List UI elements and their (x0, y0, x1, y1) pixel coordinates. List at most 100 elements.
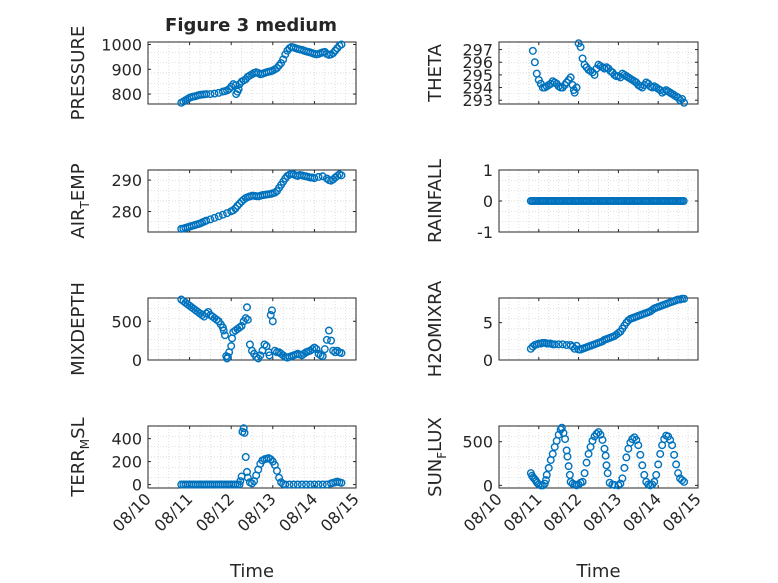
data-point (584, 449, 593, 458)
data-point (236, 477, 245, 486)
data-point (650, 477, 659, 486)
y-tick-label: 295 (462, 66, 493, 85)
data-point (558, 340, 567, 349)
data-point (265, 351, 274, 360)
data-point (532, 69, 541, 78)
data-point (235, 480, 244, 489)
data-point (640, 470, 649, 479)
y-tick-label: 0 (132, 476, 142, 495)
panel-pressure: 800 900 1000 PRESSURE (68, 26, 357, 120)
x-tick-label: 08/13 (579, 489, 625, 535)
axes-box (147, 41, 357, 105)
x-tick-label: 08/12 (192, 489, 238, 535)
data-point (654, 460, 663, 469)
data-point (602, 461, 611, 470)
panel-terrmsl: 0 200 400 TERRMSL 08/1008/1108/1208/1308/140… (68, 417, 363, 582)
y-axis-label: H2OMIXRA (425, 280, 446, 377)
figure-title: Figure 3 medium (165, 15, 337, 36)
y-tick-label: 0 (132, 351, 142, 370)
data-point (277, 478, 286, 487)
axes-box (147, 425, 357, 489)
data-point (220, 331, 229, 340)
data-point (260, 340, 269, 349)
data-point (628, 435, 637, 444)
x-tick-label: 08/14 (619, 489, 665, 535)
data-point (568, 342, 577, 351)
data-point (202, 216, 211, 225)
axes-box (498, 297, 699, 361)
data-point (668, 441, 677, 450)
y-tick-label: 200 (111, 453, 142, 472)
x-tick-label: 08/12 (539, 489, 585, 535)
y-tick-label: 0 (483, 351, 493, 370)
data-point (554, 340, 563, 349)
data-point (578, 477, 587, 486)
data-point (318, 172, 327, 181)
data-point (548, 449, 557, 458)
data-point (202, 90, 211, 99)
data-point (210, 213, 219, 222)
data-point (541, 476, 550, 485)
data-point (310, 480, 319, 489)
data-point (308, 345, 317, 354)
data-point (576, 43, 585, 52)
y-tick-label: 1 (483, 161, 493, 180)
data-point (680, 477, 689, 486)
data-point (614, 329, 623, 338)
data-point (542, 470, 551, 479)
data-point (275, 473, 284, 482)
panel-h2omixra: 0 5 H2OMIXRA (425, 280, 699, 377)
data-point (310, 343, 319, 352)
y-tick-label: 500 (111, 312, 142, 331)
data-point (337, 40, 346, 49)
data-point (314, 480, 323, 489)
data-point (218, 210, 227, 219)
series-markers (526, 294, 689, 354)
x-tick-label: 08/11 (150, 489, 196, 535)
y-tick-label: 5 (483, 314, 493, 333)
series-markers (526, 423, 689, 490)
data-point (324, 326, 333, 335)
data-point (228, 334, 237, 343)
data-point (678, 94, 687, 103)
data-point (300, 349, 309, 358)
data-point (565, 470, 574, 479)
y-tick-label: 297 (462, 41, 493, 60)
data-point (592, 429, 601, 438)
data-point (574, 39, 583, 48)
data-point (322, 335, 331, 344)
y-tick-label: 1000 (101, 35, 142, 54)
data-point (670, 450, 679, 459)
data-point (206, 215, 215, 224)
y-tick-label: 0 (483, 476, 493, 495)
y-axis-label: SUNFLUX (425, 417, 449, 497)
data-point (528, 46, 537, 55)
data-point (241, 453, 250, 462)
y-tick-label: 500 (462, 433, 493, 452)
data-point (652, 470, 661, 479)
grid (147, 425, 357, 489)
data-point (240, 428, 249, 437)
y-tick-label: 290 (111, 171, 142, 190)
data-point (297, 480, 306, 489)
data-point (622, 453, 631, 462)
series-markers (528, 39, 689, 107)
data-point (672, 460, 681, 469)
data-point (598, 337, 607, 346)
y-axis-label: AIRTEMP (68, 163, 92, 238)
data-point (235, 199, 244, 208)
data-point (223, 209, 232, 218)
axes-box (147, 297, 357, 361)
y-tick-label: -1 (477, 223, 493, 242)
data-point (320, 345, 329, 354)
x-tick-label: 08/11 (500, 489, 546, 535)
data-point (302, 480, 311, 489)
data-point (252, 352, 261, 361)
y-tick-label: 900 (111, 60, 142, 79)
data-point (268, 317, 277, 326)
data-point (601, 451, 610, 460)
data-point (603, 469, 612, 478)
data-point (624, 316, 633, 325)
data-point (598, 435, 607, 444)
x-tick-label: 08/10 (460, 489, 506, 535)
